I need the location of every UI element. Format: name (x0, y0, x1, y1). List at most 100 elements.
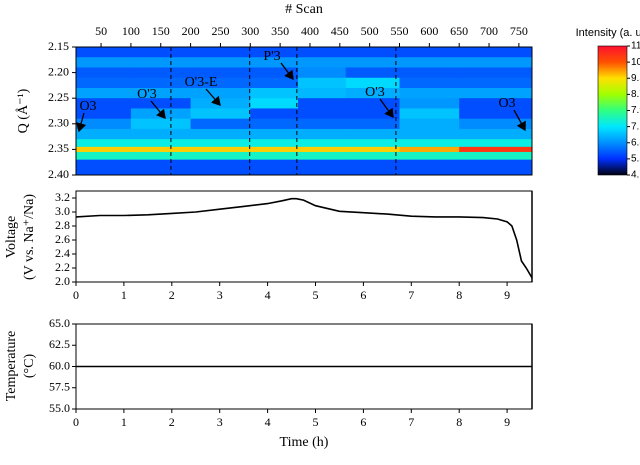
colorbar-tick-label: 5.550 (631, 154, 640, 165)
x-tick-label: 650 (450, 24, 468, 38)
annotation-arrow (150, 100, 166, 120)
heat-cell (190, 118, 251, 130)
colorbar (597, 45, 628, 176)
y-axis-title: Voltage (4, 216, 19, 259)
heat-cell (250, 151, 299, 161)
annotation-arrow (76, 112, 87, 133)
heat-cell (250, 47, 299, 58)
y-tick-label: 2.40 (48, 167, 69, 181)
annotation-arrow (379, 98, 394, 119)
x-tick-label: 4 (265, 415, 271, 429)
x-tick-label: 8 (456, 415, 462, 429)
colorbar-tick-label: 7.130 (631, 121, 640, 132)
y-tick-label: 2.35 (48, 141, 69, 155)
y-tick-label: 2.25 (48, 90, 69, 104)
heat-cell (298, 87, 347, 99)
heat-cell (459, 98, 533, 109)
heat-cell (76, 77, 132, 89)
y-tick-label: 55.0 (49, 401, 70, 415)
heat-cell (345, 159, 400, 176)
y-axis-title: (V vs. Na⁺/Na) (22, 194, 37, 280)
heat-cell (399, 108, 460, 120)
heat-cell (190, 146, 251, 153)
heat-cell (298, 159, 347, 176)
heat-cell (76, 98, 132, 109)
heat-cell (345, 77, 400, 89)
x-tick-label: 50 (95, 24, 107, 38)
x-tick-label: 9 (504, 288, 510, 302)
heat-cell (459, 139, 533, 148)
heat-cell (190, 47, 251, 58)
heat-cell (298, 98, 347, 109)
y-axis-title: Temperature (4, 331, 19, 402)
heat-cell (399, 139, 460, 148)
heat-cell (190, 128, 251, 140)
x-axis-title: Time (h) (280, 435, 329, 450)
heat-cell (298, 128, 347, 140)
x-tick-label: 100 (122, 24, 140, 38)
heat-cell (459, 67, 533, 79)
heat-cell (250, 139, 299, 148)
heat-cell (459, 87, 533, 99)
heat-cell (399, 67, 460, 79)
heat-cell (345, 57, 400, 68)
x-tick-label: 350 (271, 24, 289, 38)
x-tick-label: 4 (265, 288, 271, 302)
annotation-arrow (513, 109, 526, 132)
heat-cell (130, 146, 192, 153)
y-tick-label: 2.2 (55, 260, 70, 274)
heat-cell (250, 108, 299, 120)
plot-frame (75, 46, 533, 176)
annotation-arrow (280, 62, 294, 81)
x-tick-label: 3 (217, 415, 223, 429)
x-tick-label: 150 (152, 24, 170, 38)
x-tick-label: 0 (73, 415, 79, 429)
x-tick-label: 750 (510, 24, 528, 38)
heat-cell (298, 139, 347, 148)
heat-cell (130, 139, 192, 148)
y-tick-label: 2.6 (55, 232, 70, 246)
heat-cell (459, 47, 533, 58)
annotation: O3 (79, 99, 96, 114)
heat-cell (190, 159, 251, 176)
heat-cell (345, 146, 400, 153)
heat-cell (130, 128, 192, 140)
heat-cell (459, 151, 533, 161)
x-tick-label: 9 (504, 415, 510, 429)
x-tick-label: 600 (420, 24, 438, 38)
line (75, 197, 533, 279)
heat-cell (130, 151, 192, 161)
heat-cell (190, 87, 251, 99)
heat-cell (130, 77, 192, 89)
heat-cell (250, 128, 299, 140)
heat-cell (459, 118, 533, 130)
heat-cell (76, 47, 132, 58)
heat-cell (399, 57, 460, 68)
heat-cell (130, 47, 192, 58)
x-tick-label: 6 (360, 288, 366, 302)
x-tick-label: 400 (301, 24, 319, 38)
heat-cell (76, 151, 132, 161)
x-tick-label: 3 (217, 288, 223, 302)
heat-cell (250, 146, 299, 153)
x-tick-label: 200 (182, 24, 200, 38)
x-tick-label: 8 (456, 288, 462, 302)
x-tick-label: 550 (390, 24, 408, 38)
heat-cell (130, 118, 192, 130)
heat-cell (298, 57, 347, 68)
colorbar-tick-label: 6.340 (631, 137, 640, 148)
colorbar-tick-label: 4.760 (631, 170, 640, 181)
heat-cell (399, 159, 460, 176)
colorbar-tick-label: 7.920 (631, 105, 640, 116)
heat-cell (459, 146, 533, 153)
heat-cell (399, 77, 460, 89)
x-tick-label: 6 (360, 415, 366, 429)
heat-cell (76, 159, 132, 176)
heat-cell (250, 118, 299, 130)
y-tick-label: 2.30 (48, 116, 69, 130)
heat-cell (345, 128, 400, 140)
x-tick-label: 1 (121, 415, 127, 429)
heat-cell (298, 67, 347, 79)
heat-cell (130, 87, 192, 99)
